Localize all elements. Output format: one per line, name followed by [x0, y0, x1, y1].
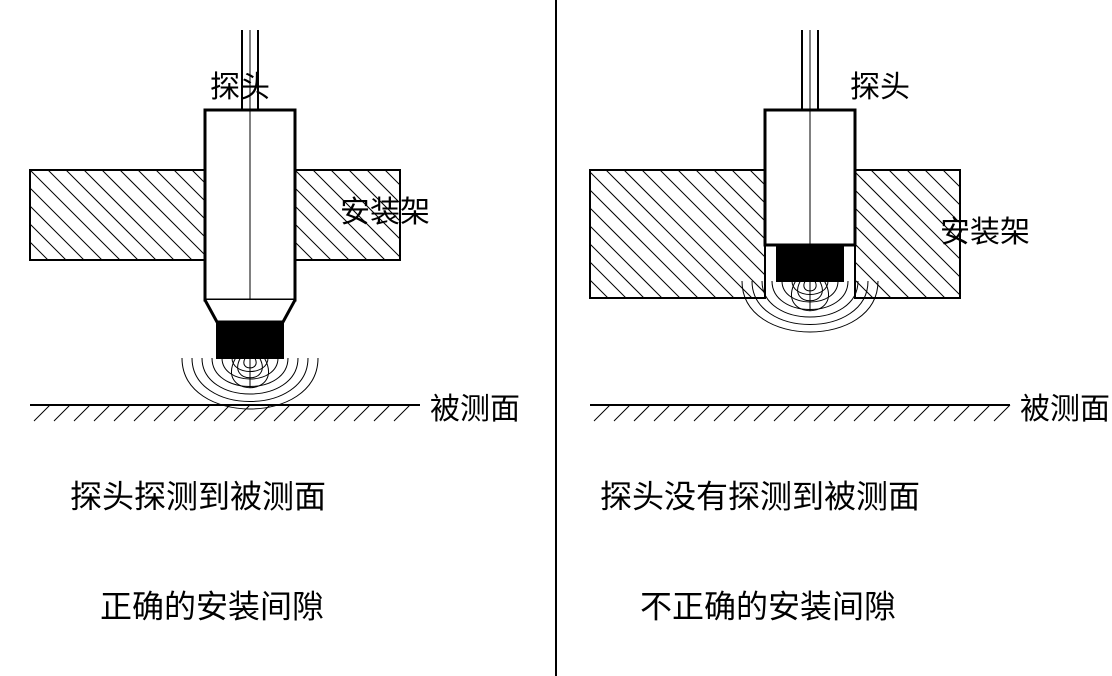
caption-left-1: 探头探测到被测面: [70, 478, 326, 514]
label-surface-right: 被测面: [1020, 393, 1110, 426]
label-probe-left: 探头: [210, 71, 270, 104]
label-probe-right: 探头: [850, 71, 910, 104]
label-bracket-left: 安装架: [340, 196, 430, 229]
caption-right-2: 不正确的安装间隙: [640, 588, 896, 624]
diagram-svg: 探头安装架被测面探头探测到被测面正确的安装间隙 探头安装架被测面探头没有探测到被测…: [0, 0, 1112, 676]
label-surface-left: 被测面: [430, 393, 520, 426]
caption-left-2: 正确的安装间隙: [100, 588, 324, 624]
caption-right-1: 探头没有探测到被测面: [600, 478, 920, 514]
diagram-container: 探头安装架被测面探头探测到被测面正确的安装间隙 探头安装架被测面探头没有探测到被测…: [0, 0, 1112, 676]
label-bracket-right: 安装架: [940, 216, 1030, 249]
